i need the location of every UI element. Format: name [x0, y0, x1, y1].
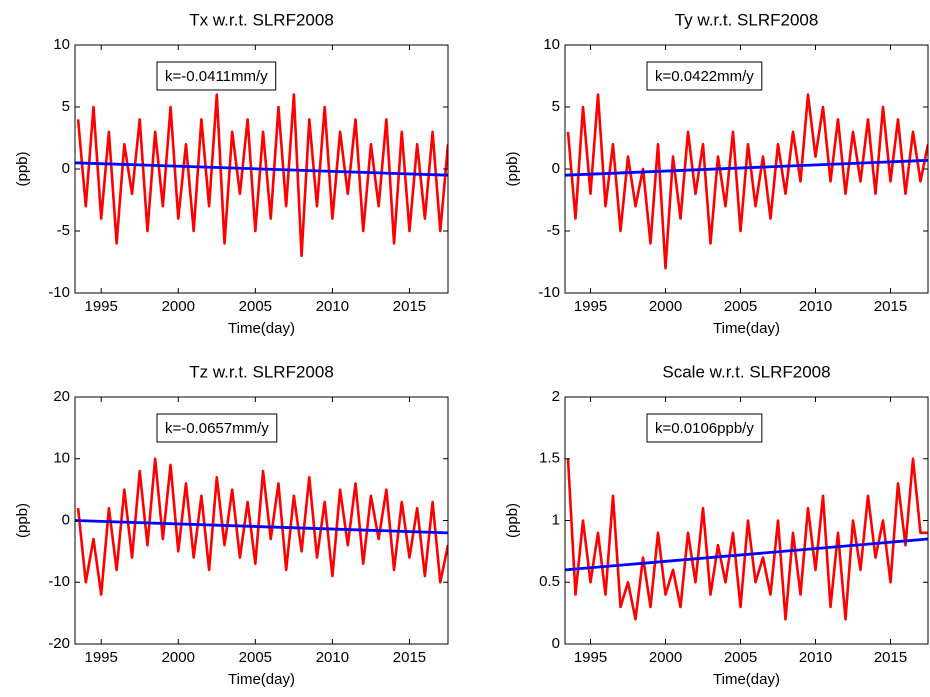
x-tick-label: 2005	[724, 649, 757, 666]
series-line	[75, 161, 448, 177]
series-line	[76, 457, 448, 596]
y-tick-label: 5	[552, 98, 560, 115]
annotation-box	[646, 61, 763, 91]
chart-title: Tx w.r.t. SLRF2008	[189, 10, 334, 29]
y-axis-label: (ppb)	[14, 151, 31, 186]
x-tick-label: 1995	[85, 298, 118, 315]
subplot: 1995 2000 2005 2010 2015 -10 -5 0 5 10 Ty w.r.t. S…	[504, 10, 929, 337]
x-tick-label: 1995	[574, 649, 607, 666]
series-line	[566, 93, 928, 270]
x-tick-label: 1995	[574, 298, 607, 315]
x-tick-label: 2000	[649, 298, 682, 315]
y-tick-label: 0	[62, 511, 70, 528]
chart-title: Scale w.r.t. SLRF2008	[662, 362, 830, 381]
annotation: k=0.0106ppb/y	[655, 420, 754, 437]
y-tick-label: 20	[53, 388, 70, 405]
series-line	[565, 158, 928, 177]
annotation: k=0.0422mm/y	[655, 68, 754, 85]
y-axis-label: (ppb)	[14, 503, 31, 538]
x-tick-label: 2015	[874, 298, 907, 315]
chart-title: Ty w.r.t. SLRF2008	[675, 10, 819, 29]
y-tick-label: 10	[53, 36, 70, 53]
x-tick-label: 2005	[239, 649, 272, 666]
y-tick-label: 10	[543, 36, 560, 53]
y-tick-label: 0	[62, 160, 70, 177]
x-tick-label: 2015	[874, 649, 907, 666]
series-line	[565, 537, 928, 572]
y-tick-label: 0	[552, 635, 560, 652]
x-tick-label: 2015	[393, 298, 426, 315]
chart-title: Tz w.r.t. SLRF2008	[189, 362, 334, 381]
x-tick-label: 2010	[799, 298, 832, 315]
x-axis-label: Time(day)	[713, 320, 780, 337]
annotation: k=-0.0657mm/y	[165, 420, 269, 437]
x-tick-label: 2000	[162, 649, 195, 666]
x-axis-label: Time(day)	[713, 671, 780, 688]
y-tick-label: 2	[552, 388, 560, 405]
series-line	[76, 93, 448, 258]
y-tick-label: -20	[48, 635, 70, 652]
y-tick-label: 5	[62, 98, 70, 115]
x-tick-label: 2005	[239, 298, 272, 315]
x-tick-label: 1995	[85, 649, 118, 666]
annotation-box	[156, 413, 278, 443]
y-axis-label: (ppb)	[504, 503, 521, 538]
y-tick-label: -10	[538, 284, 560, 301]
subplot: 1995 2000 2005 2010 2015 -10 -5 0 5 10 Tx w.r.t. S…	[14, 10, 449, 337]
x-tick-label: 2015	[393, 649, 426, 666]
y-tick-label: 1.5	[539, 450, 560, 467]
series-line	[566, 457, 928, 621]
x-axis-label: Time(day)	[228, 671, 295, 688]
x-tick-label: 2005	[724, 298, 757, 315]
annotation: k=-0.0411mm/y	[165, 68, 268, 85]
y-tick-label: 10	[53, 450, 70, 467]
y-tick-label: -5	[57, 222, 70, 239]
subplot: 1995 2000 2005 2010 2015 0 0.5 1 1.5 2 Scale w.r.t…	[504, 362, 929, 688]
x-tick-label: 2010	[799, 649, 832, 666]
x-tick-label: 2010	[316, 649, 349, 666]
y-tick-label: -10	[48, 284, 70, 301]
series-line	[75, 519, 448, 535]
y-tick-label: -10	[48, 573, 70, 590]
annotation-box	[646, 413, 763, 443]
annotation-box	[156, 61, 277, 91]
y-axis-label: (ppb)	[504, 151, 521, 186]
x-tick-label: 2010	[316, 298, 349, 315]
y-tick-label: 0.5	[539, 573, 560, 590]
y-tick-label: 0	[552, 160, 560, 177]
x-tick-label: 2000	[162, 298, 195, 315]
y-tick-label: 1	[552, 511, 560, 528]
x-tick-label: 2000	[649, 649, 682, 666]
y-tick-label: -5	[547, 222, 560, 239]
subplot: 1995 2000 2005 2010 2015 -20 -10 0 10 20 Tz w.r.t.…	[14, 362, 449, 688]
x-axis-label: Time(day)	[228, 320, 295, 337]
